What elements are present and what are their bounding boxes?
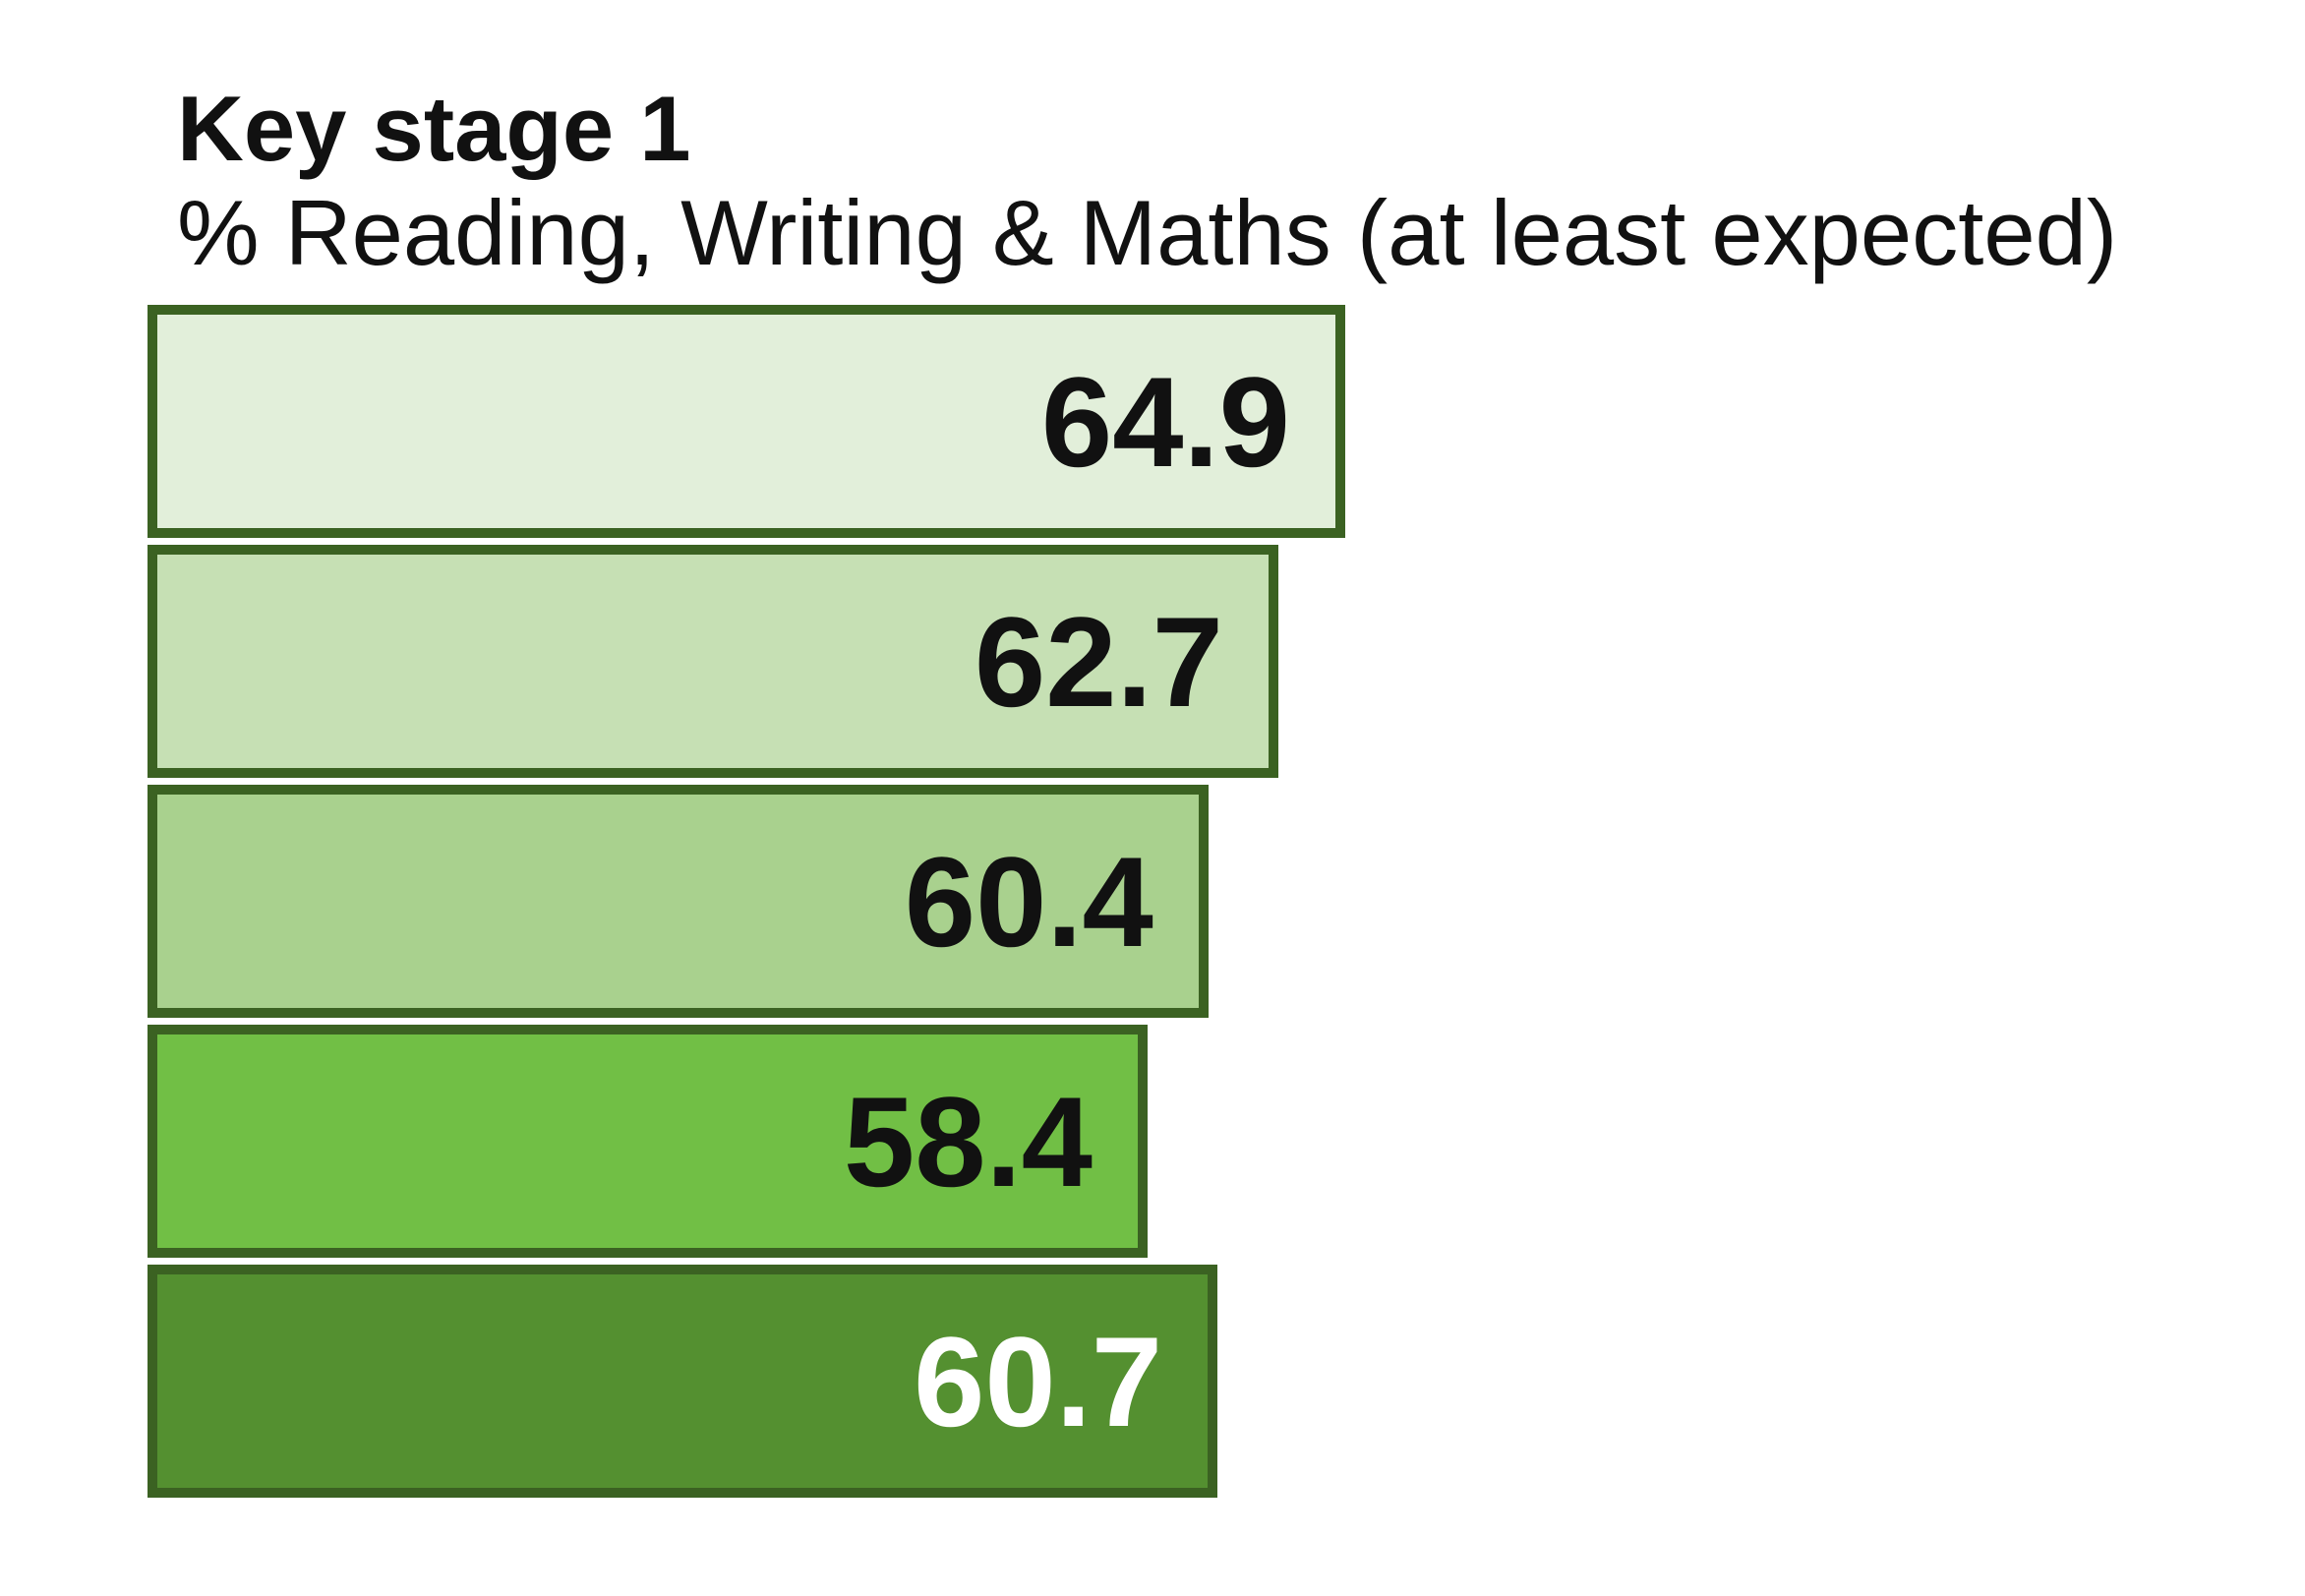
bar-row: 62.7	[148, 545, 1379, 778]
bar-row: 64.9	[148, 305, 1379, 538]
bar-row: 60.7	[148, 1265, 1379, 1498]
bar: 64.9	[148, 305, 1345, 538]
bar-row: 58.4	[148, 1025, 1379, 1258]
bar-value-label: 60.7	[914, 1309, 1163, 1453]
bar: 60.4	[148, 785, 1209, 1018]
bar-value-label: 60.4	[904, 829, 1153, 974]
bar-value-label: 58.4	[843, 1069, 1093, 1213]
bar: 58.4	[148, 1025, 1148, 1258]
bar: 60.7	[148, 1265, 1218, 1498]
bar-value-label: 64.9	[1040, 349, 1290, 494]
bar-row: 60.4	[148, 785, 1379, 1018]
bar-value-label: 62.7	[974, 589, 1223, 734]
bar-plot: 64.9 62.7 60.4 58.4 60.7	[148, 305, 1379, 1505]
bar: 62.7	[148, 545, 1278, 778]
chart-title: Key stage 1	[177, 77, 691, 180]
chart-header: Key stage 1 % Reading, Writing & Maths (…	[177, 77, 2117, 285]
chart-subtitle: % Reading, Writing & Maths (at least exp…	[177, 181, 2118, 284]
